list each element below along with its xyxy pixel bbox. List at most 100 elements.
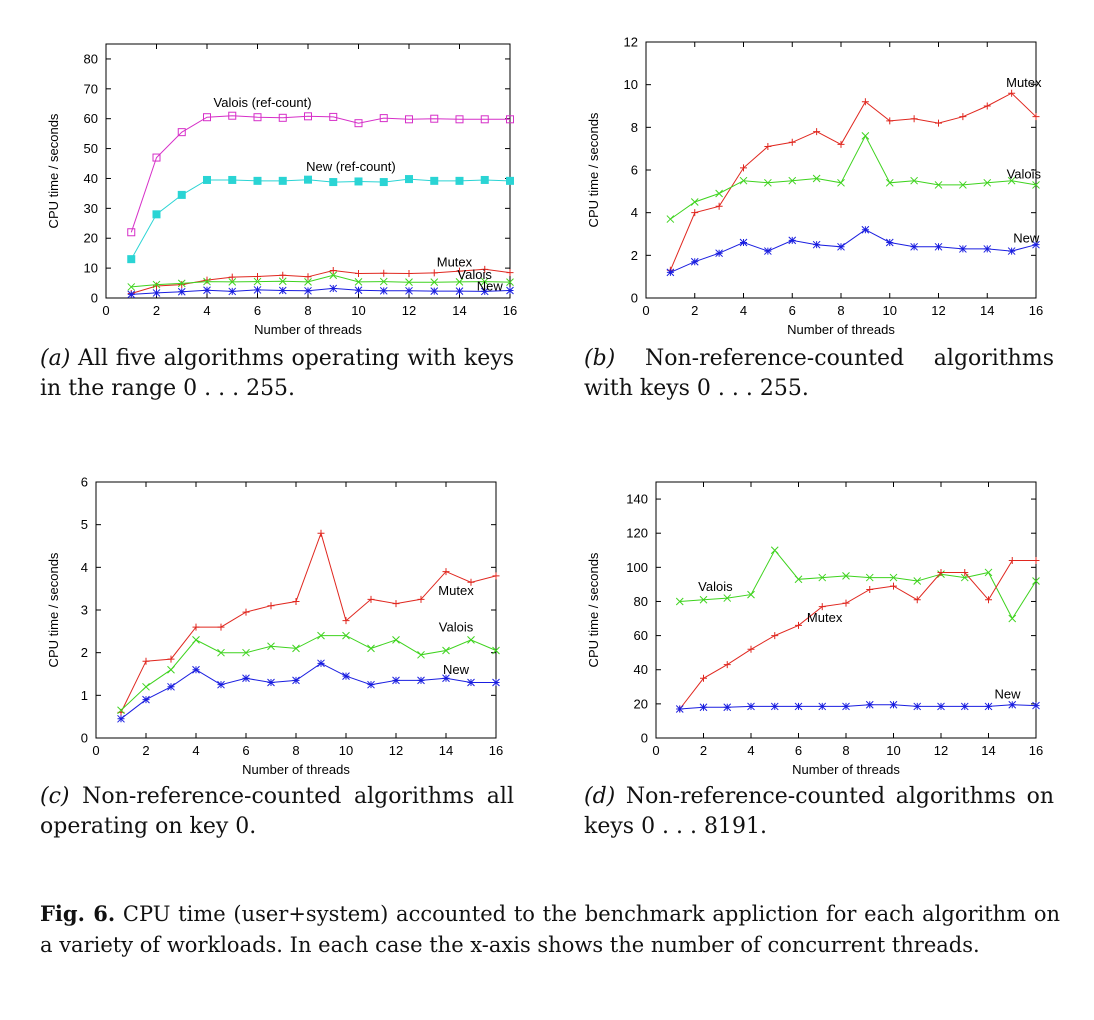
data-point [152, 280, 161, 289]
data-point [984, 568, 993, 577]
data-point [178, 281, 186, 289]
y-tick-label: 10 [624, 77, 638, 92]
data-point [890, 582, 897, 590]
caption-b-text: Non-reference-counted algorithms with ke… [584, 346, 1054, 401]
data-point [430, 114, 439, 123]
data-point [430, 287, 439, 295]
series-label: Valois [1007, 167, 1042, 182]
data-point [354, 177, 363, 186]
caption-d-tag: (d) [584, 784, 616, 809]
series-new [666, 225, 1040, 277]
data-point [747, 645, 755, 653]
y-axis-label: CPU time / seconds [46, 113, 61, 228]
data-point [192, 623, 200, 631]
data-point [329, 284, 338, 293]
data-point [666, 268, 675, 277]
data-point [506, 176, 514, 185]
data-point [842, 572, 850, 580]
data-point [480, 175, 489, 184]
y-tick-label: 60 [634, 628, 648, 643]
data-point [217, 623, 225, 631]
data-point [177, 287, 186, 296]
data-point [127, 290, 136, 299]
x-tick-label: 0 [642, 303, 649, 318]
data-point [492, 572, 500, 580]
data-point [354, 286, 363, 295]
data-point [367, 595, 375, 603]
data-point [203, 175, 211, 184]
series-valois [666, 132, 1040, 223]
data-point [913, 702, 922, 711]
data-point [675, 597, 684, 606]
data-point [117, 706, 125, 715]
data-point [960, 702, 969, 711]
data-point [506, 278, 514, 287]
x-tick-label: 8 [304, 303, 311, 318]
data-point [937, 702, 945, 711]
plot-frame [95, 481, 497, 739]
series-label: New [994, 687, 1021, 702]
data-point [405, 269, 413, 277]
series-line [669, 92, 1037, 271]
data-point [455, 176, 464, 185]
series-label: Mutex [438, 583, 474, 598]
data-point [771, 632, 779, 640]
series-line [131, 274, 511, 288]
y-tick-label: 10 [84, 261, 98, 276]
data-point [253, 286, 262, 294]
data-point [203, 276, 211, 284]
chart-panel-c: 0 2 4 6 8 10 12 14 16 0 1 2 3 4 5 6 Number of threads CPU… [40, 470, 530, 790]
data-point [329, 267, 337, 275]
figure-text: CPU time (user+system) accounted to the … [40, 902, 1060, 957]
y-tick-label: 0 [81, 731, 88, 746]
x-tick-label: 14 [981, 743, 995, 758]
data-point [690, 198, 699, 206]
series-label: New [1013, 231, 1040, 246]
data-point [885, 238, 894, 247]
data-point [117, 714, 125, 723]
data-point [739, 238, 748, 247]
data-point [506, 115, 514, 124]
data-point [442, 568, 450, 576]
data-point [842, 702, 850, 711]
data-point [913, 596, 921, 604]
x-tick-label: 8 [842, 743, 849, 758]
data-point [242, 648, 250, 657]
data-point [304, 278, 312, 286]
x-tick-label: 14 [452, 303, 466, 318]
series-line [120, 531, 497, 713]
data-point [723, 594, 732, 602]
data-point [152, 210, 161, 219]
chart-panel-d: 0 2 4 6 8 10 12 14 16 0 20 40 60 80 100 120 140 Number of… [580, 470, 1060, 790]
data-point [506, 286, 514, 295]
series-valois-ref-count- [127, 111, 514, 237]
data-point [278, 286, 287, 295]
data-point [317, 631, 325, 640]
x-tick-label: 12 [402, 303, 416, 318]
data-point [481, 265, 489, 273]
series-label: Valois [439, 619, 474, 634]
x-tick-label: 12 [934, 743, 948, 758]
data-point [217, 680, 225, 689]
data-point [367, 644, 375, 653]
series-label: Valois (ref-count) [214, 95, 312, 110]
data-point [127, 255, 136, 264]
y-tick-label: 4 [631, 205, 638, 220]
y-tick-label: 100 [626, 560, 648, 575]
y-tick-label: 12 [624, 35, 638, 50]
data-point [690, 257, 699, 266]
data-point [1032, 577, 1040, 585]
data-point [1008, 614, 1017, 623]
x-tick-label: 0 [92, 743, 99, 758]
x-tick-label: 14 [439, 743, 453, 758]
data-point [795, 621, 802, 629]
y-tick-label: 4 [81, 560, 88, 575]
data-point [1008, 89, 1016, 97]
y-tick-label: 40 [84, 171, 98, 186]
data-point [192, 636, 200, 644]
data-point [127, 228, 136, 237]
data-point [691, 209, 699, 217]
data-point [788, 138, 796, 146]
data-point [818, 603, 826, 611]
